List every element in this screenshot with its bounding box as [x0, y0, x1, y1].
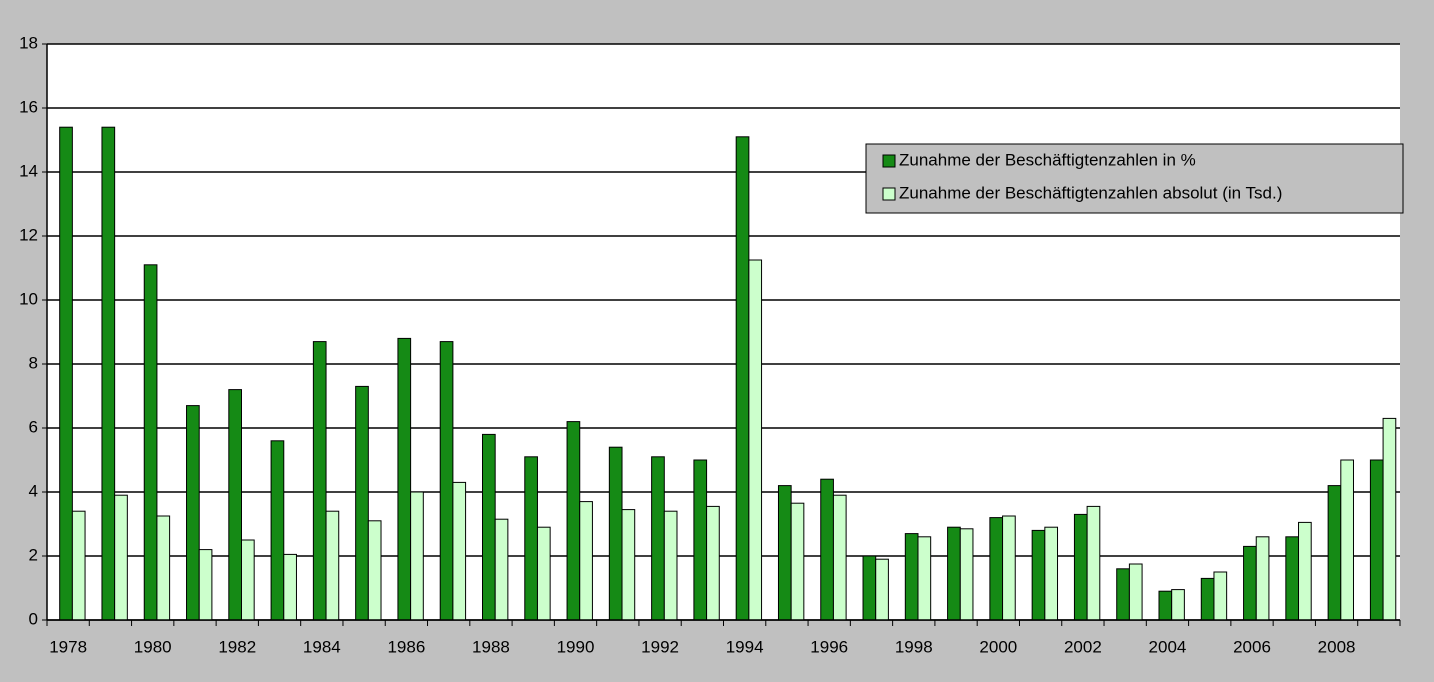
bar [1298, 521, 1312, 621]
bar [114, 494, 128, 621]
bar [706, 505, 720, 621]
y-tick-label: 16 [19, 97, 38, 116]
bar [663, 510, 678, 621]
bar [1369, 459, 1384, 621]
legend-label: Zunahme der Beschäftigtenzahlen absolut … [899, 183, 1282, 202]
bar [1002, 515, 1016, 621]
legend-label: Zunahme der Beschäftigtenzahlen in % [899, 150, 1196, 169]
bar [1128, 563, 1143, 621]
y-tick-label: 10 [19, 289, 38, 308]
bar [1382, 417, 1397, 621]
bar [608, 446, 623, 621]
bar [325, 510, 340, 621]
bar [59, 126, 73, 621]
x-tick-label: 1994 [726, 637, 764, 656]
legend-swatch [882, 187, 896, 201]
bar [494, 518, 509, 621]
bar [1327, 485, 1342, 621]
bar [143, 264, 158, 621]
x-tick-label: 2004 [1149, 637, 1187, 656]
bar [832, 494, 847, 621]
bar [947, 526, 961, 621]
bar [790, 502, 805, 621]
bar [989, 517, 1004, 621]
y-tick-label: 14 [19, 161, 38, 180]
bar [1340, 459, 1354, 621]
x-tick-label: 2006 [1233, 637, 1271, 656]
legend-box [865, 143, 1404, 214]
bar [1243, 545, 1257, 621]
bar [1073, 513, 1088, 621]
bar [748, 259, 763, 621]
y-tick-label: 8 [29, 353, 38, 372]
bar [536, 526, 551, 621]
x-tick-label: 1990 [557, 637, 595, 656]
y-tick-label: 4 [29, 481, 38, 500]
bar [1285, 536, 1300, 621]
bar [579, 501, 593, 621]
bar [693, 459, 708, 621]
bar [1086, 505, 1101, 621]
x-tick-label: 2008 [1318, 637, 1356, 656]
x-tick-label: 2002 [1064, 637, 1102, 656]
x-tick-label: 1988 [472, 637, 510, 656]
bar [959, 528, 974, 621]
bar [71, 510, 86, 621]
bar [777, 485, 792, 621]
bar [355, 385, 369, 621]
bar [651, 456, 665, 621]
x-tick-label: 2000 [979, 637, 1017, 656]
bar [1171, 589, 1185, 621]
bar [397, 337, 412, 621]
bar [1116, 568, 1130, 621]
legend-swatch [882, 154, 896, 168]
bar [862, 555, 877, 621]
x-tick-label: 1986 [387, 637, 425, 656]
x-tick-label: 1980 [134, 637, 172, 656]
bar [270, 440, 285, 621]
bar [820, 478, 834, 621]
y-tick-label: 6 [29, 417, 38, 436]
x-tick-label: 1998 [895, 637, 933, 656]
x-tick-label: 1978 [49, 637, 87, 656]
bar [1213, 571, 1228, 621]
bar [566, 421, 581, 621]
bar [1031, 529, 1046, 621]
bar [875, 558, 889, 621]
bar [1255, 536, 1270, 621]
y-tick-label: 0 [29, 609, 38, 628]
y-tick-label: 18 [19, 33, 38, 52]
plot-area [47, 44, 1400, 620]
bar [621, 509, 636, 621]
y-tick-label: 12 [19, 225, 38, 244]
bar [481, 433, 496, 621]
bar [240, 539, 255, 621]
bar [1158, 590, 1173, 621]
bar [156, 515, 171, 621]
bar [186, 405, 200, 621]
bar [452, 481, 467, 621]
bar [917, 536, 932, 621]
bar [1200, 577, 1215, 621]
bar [410, 491, 424, 621]
bar [1044, 526, 1059, 621]
bar [439, 341, 454, 621]
x-tick-label: 1982 [218, 637, 256, 656]
bar [312, 341, 327, 621]
x-tick-label: 1992 [641, 637, 679, 656]
bar [735, 136, 750, 621]
bar [198, 549, 213, 621]
bar [283, 553, 297, 621]
y-tick-label: 2 [29, 545, 38, 564]
bar [524, 456, 538, 621]
bar [904, 533, 919, 621]
bar [101, 126, 116, 621]
bar [228, 389, 242, 621]
x-tick-label: 1984 [303, 637, 341, 656]
x-tick-label: 1996 [810, 637, 848, 656]
bar [367, 520, 382, 621]
